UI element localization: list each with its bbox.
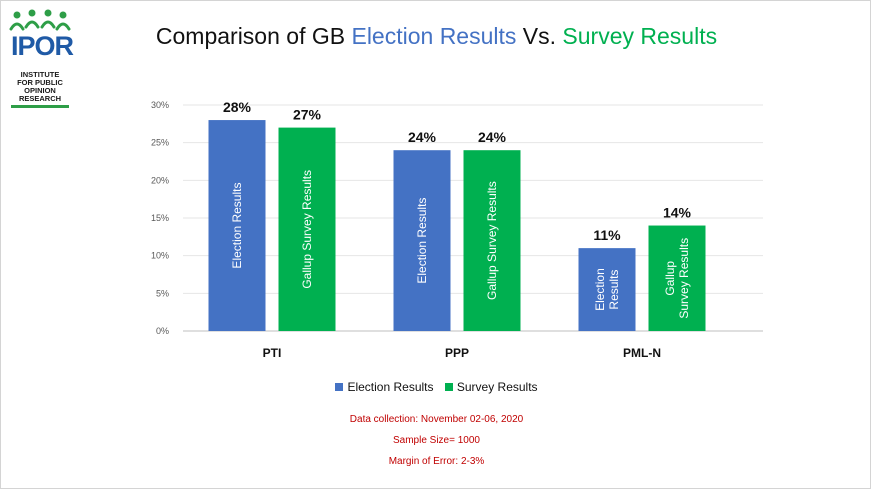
y-tick-label: 25% — [151, 138, 169, 148]
category-label: PML-N — [623, 346, 661, 360]
ipor-logo: IPOR INSTITUTE FOR PUBLIC OPINION RESEAR… — [9, 9, 74, 113]
legend: Election Results Survey Results — [1, 380, 871, 394]
title-survey: Survey Results — [562, 23, 718, 49]
logo-line-2: FOR PUBLIC — [17, 78, 63, 87]
bar-election — [393, 150, 451, 331]
note-sample-size: Sample Size= 1000 — [392, 435, 480, 446]
category-label: PTI — [263, 346, 282, 360]
bar-text: Gallup Survey Results — [485, 181, 499, 300]
note-margin-of-error: Margin of Error: 2-3% — [388, 456, 485, 467]
data-label: 24% — [408, 129, 437, 145]
bar-text: Results — [607, 270, 621, 310]
bar-text: Election Results — [415, 198, 429, 284]
logo-abbreviation: IPOR — [11, 31, 74, 61]
title-election: Election Results — [351, 23, 517, 49]
bar-text: Gallup — [663, 261, 677, 296]
legend-item-survey: Survey Results — [444, 380, 538, 394]
title-mid: Vs. — [516, 23, 563, 49]
data-label: 24% — [478, 129, 507, 145]
logo-line-1: INSTITUTE — [20, 70, 60, 79]
legend-swatch-election — [335, 383, 344, 391]
chart-title: Comparison of GB Election Results Vs. Su… — [1, 23, 871, 50]
title-prefix: Comparison of GB — [155, 23, 352, 49]
legend-label-survey: Survey Results — [456, 380, 538, 394]
data-label: 14% — [663, 205, 692, 221]
bar-text: Gallup Survey Results — [300, 170, 314, 289]
y-tick-label: 5% — [156, 288, 169, 298]
people-icon — [9, 9, 71, 31]
bar-election — [578, 248, 636, 331]
logo-underline — [11, 105, 69, 108]
data-label: 11% — [593, 227, 621, 243]
bar-text: Election — [593, 268, 607, 311]
data-label: 27% — [293, 107, 322, 123]
bar-chart: 0% 5% 10% 15% 20% 25% 30% PTI 28% Election Result… — [151, 99, 763, 360]
legend-item-election: Election Results — [335, 380, 434, 394]
data-label: 28% — [223, 99, 252, 115]
logo-line-4: RESEARCH — [18, 94, 62, 103]
logo-line-3: OPINION — [24, 86, 56, 95]
bar-survey — [278, 127, 336, 331]
bar-election — [208, 120, 266, 331]
bar-survey — [463, 150, 521, 331]
bar-text: Election Results — [230, 183, 244, 269]
bar-text: Survey Results — [677, 238, 691, 319]
y-tick-label: 30% — [151, 100, 169, 110]
y-tick-label: 10% — [151, 251, 169, 261]
note-data-collection: Data collection: November 02-06, 2020 — [349, 414, 524, 425]
legend-label-election: Election Results — [347, 380, 434, 394]
y-tick-label: 20% — [151, 175, 169, 185]
y-tick-label: 15% — [151, 213, 169, 223]
legend-swatch-survey — [444, 383, 453, 391]
y-tick-label: 0% — [156, 326, 169, 336]
category-label: PPP — [445, 346, 469, 360]
bar-survey — [648, 225, 706, 331]
